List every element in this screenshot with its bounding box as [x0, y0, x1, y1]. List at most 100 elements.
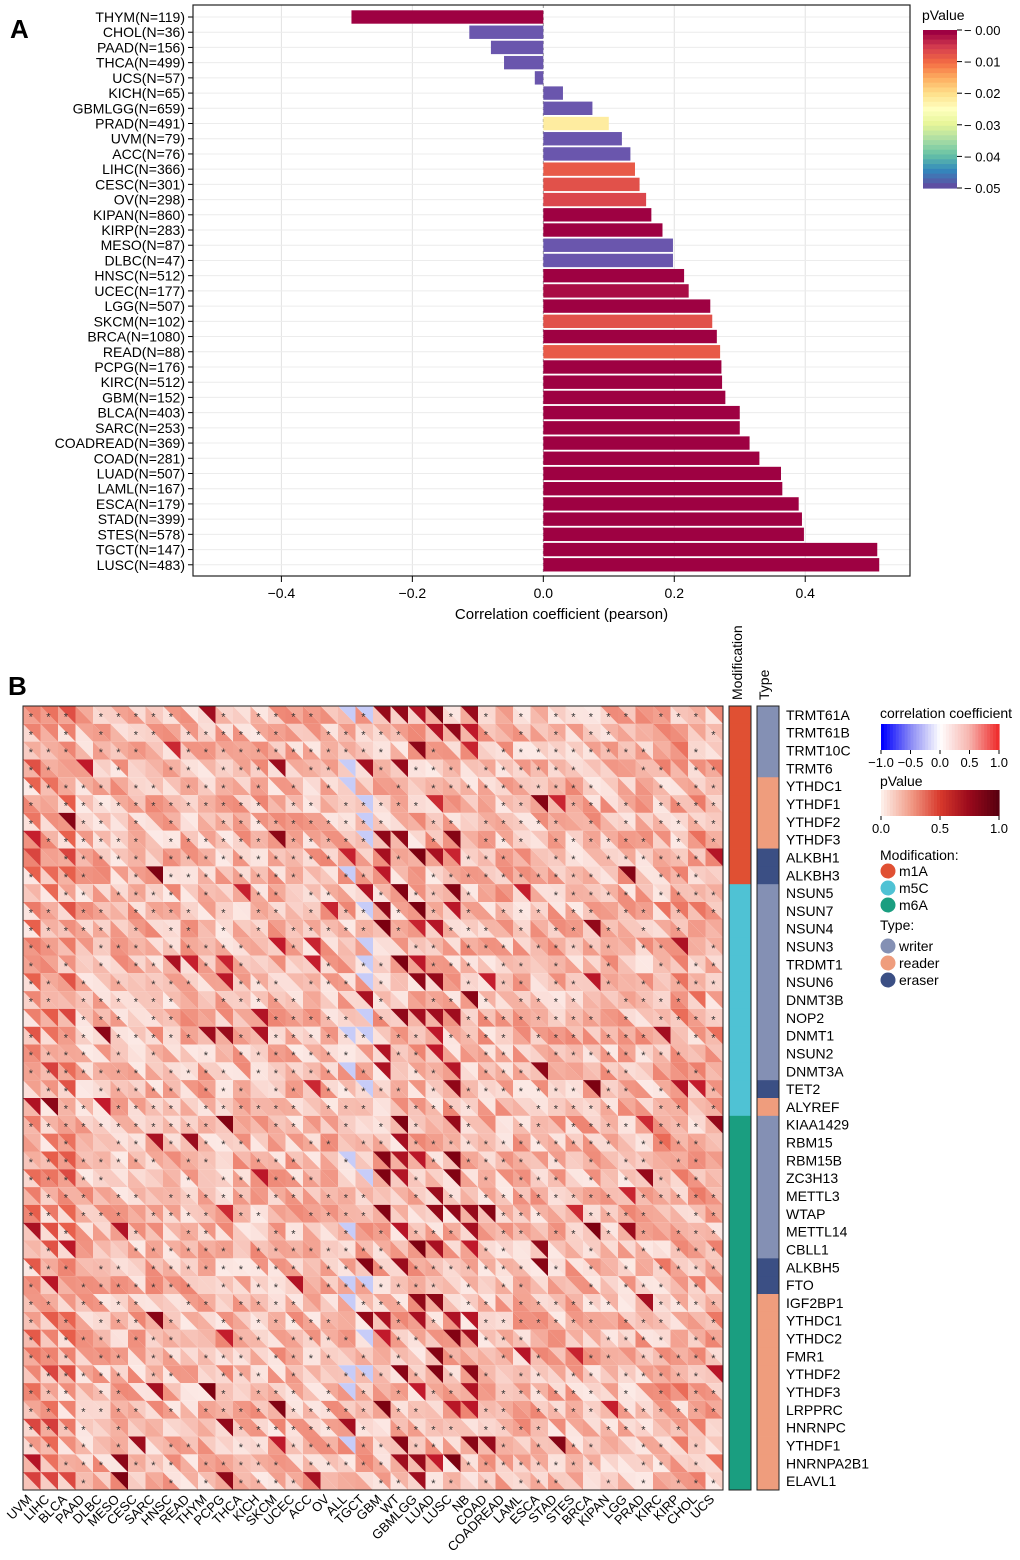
significance-star: * — [379, 729, 384, 741]
heatmap-cell-correlation — [145, 1044, 163, 1063]
heatmap-cell-correlation — [198, 1008, 216, 1027]
heatmap-cell-correlation — [408, 1187, 426, 1205]
heatmap-cell-correlation — [495, 973, 513, 992]
significance-star: * — [414, 1228, 419, 1240]
heatmap-cell-correlation — [583, 830, 601, 849]
heatmap-cell-correlation — [530, 1151, 548, 1170]
heatmap-cell-pvalue — [355, 902, 373, 920]
heatmap-cell-pvalue — [128, 1098, 146, 1116]
significance-star: * — [99, 1335, 104, 1347]
heatmap-cell-pvalue — [145, 777, 163, 796]
significance-star: * — [554, 943, 559, 955]
heatmap-cell-correlation — [198, 1115, 216, 1134]
heatmap-cell-correlation — [163, 1080, 181, 1098]
heatmap-cell-pvalue — [670, 1008, 688, 1027]
significance-star: * — [379, 961, 384, 973]
heatmap-cell-correlation — [408, 1008, 426, 1027]
significance-star: * — [134, 1104, 139, 1116]
heatmap-cell-correlation — [145, 902, 163, 920]
heatmap-cell-correlation — [23, 866, 41, 885]
heatmap-cell-correlation — [110, 955, 128, 974]
heatmap-cell-correlation — [233, 812, 251, 831]
bar-CHOL(N=36) — [469, 25, 544, 39]
significance-star: * — [186, 801, 191, 813]
significance-star: * — [116, 765, 121, 777]
heatmap-cell-pvalue — [215, 1169, 233, 1188]
heatmap-cell-correlation — [565, 1080, 583, 1098]
heatmap-cell-correlation — [303, 1026, 321, 1045]
significance-star: * — [256, 1157, 261, 1169]
heatmap-cell-pvalue — [58, 902, 76, 920]
significance-star: * — [449, 1264, 454, 1276]
significance-star: * — [29, 979, 34, 991]
heatmap-cell-correlation — [285, 973, 303, 992]
heatmap-cell-pvalue — [443, 937, 461, 956]
heatmap-cell-pvalue — [355, 919, 373, 938]
heatmap-cell-correlation — [600, 812, 618, 831]
heatmap-cell-pvalue — [373, 777, 391, 796]
significance-star: * — [81, 979, 86, 991]
heatmap-cell-pvalue — [23, 1008, 41, 1027]
significance-star: * — [624, 1317, 629, 1329]
heatmap-cell-pvalue — [688, 937, 706, 956]
significance-star: * — [484, 1175, 489, 1187]
significance-star: * — [536, 1424, 541, 1436]
heatmap-cell-correlation — [163, 1098, 181, 1116]
heatmap-cell-pvalue — [285, 973, 303, 992]
heatmap-cell-correlation — [58, 991, 76, 1009]
significance-star: * — [169, 1371, 174, 1383]
heatmap-cell-pvalue — [93, 830, 111, 849]
heatmap-cell-pvalue — [75, 937, 93, 956]
heatmap-cell-correlation — [705, 777, 723, 796]
heatmap-cell-correlation — [110, 1098, 128, 1116]
type-track-cell — [757, 1151, 779, 1170]
heatmap-cell-pvalue — [390, 812, 408, 831]
significance-star: * — [239, 1104, 244, 1116]
significance-star: * — [134, 1246, 139, 1258]
heatmap-cell-correlation — [180, 1098, 198, 1116]
significance-star: * — [239, 1264, 244, 1276]
significance-star: * — [344, 1086, 349, 1098]
heatmap-cell-correlation — [705, 919, 723, 938]
significance-star: * — [536, 1193, 541, 1205]
significance-star: * — [344, 1407, 349, 1419]
heatmap-cell-correlation — [128, 1044, 146, 1063]
heatmap-cell-pvalue — [425, 812, 443, 831]
heatmap-cell-correlation — [653, 991, 671, 1009]
category-label: BRCA(N=1080) — [87, 329, 185, 345]
significance-star: * — [606, 1086, 611, 1098]
heatmap-cell-pvalue — [548, 1204, 566, 1223]
category-label: LIHC(N=366) — [102, 161, 185, 177]
significance-star: * — [99, 1389, 104, 1401]
heatmap-cell-pvalue — [443, 973, 461, 992]
pvalue-colorbar-segment — [923, 125, 957, 132]
heatmap-cell-correlation — [425, 937, 443, 956]
heatmap-cell-correlation — [58, 1008, 76, 1027]
heatmap-cell-pvalue — [670, 937, 688, 956]
significance-star: * — [29, 801, 34, 813]
heatmap-cell-pvalue — [618, 848, 636, 867]
category-label: CESC(N=301) — [95, 176, 185, 192]
heatmap-cell-correlation — [618, 830, 636, 849]
heatmap-cell-pvalue — [618, 759, 636, 778]
heatmap-cell-pvalue — [565, 884, 583, 902]
significance-star: * — [361, 1086, 366, 1098]
significance-star: * — [694, 1264, 699, 1276]
heatmap-cell-pvalue — [618, 1080, 636, 1098]
heatmap-cell-correlation — [163, 902, 181, 920]
heatmap-cell-correlation — [513, 795, 531, 813]
heatmap-cell-pvalue — [198, 884, 216, 902]
bar-STES(N=578) — [543, 527, 804, 542]
heatmap-cell-pvalue — [58, 1133, 76, 1152]
heatmap-cell-pvalue — [268, 741, 286, 760]
significance-star: * — [694, 1015, 699, 1027]
significance-star: * — [519, 979, 524, 991]
significance-star: * — [274, 712, 279, 724]
heatmap-cell-correlation — [390, 830, 408, 849]
heatmap-cell-correlation — [635, 1222, 653, 1241]
significance-star: * — [221, 836, 226, 848]
significance-star: * — [274, 997, 279, 1009]
heatmap-cell-pvalue — [40, 937, 58, 956]
heatmap-cell-pvalue — [653, 919, 671, 938]
significance-star: * — [571, 1317, 576, 1329]
